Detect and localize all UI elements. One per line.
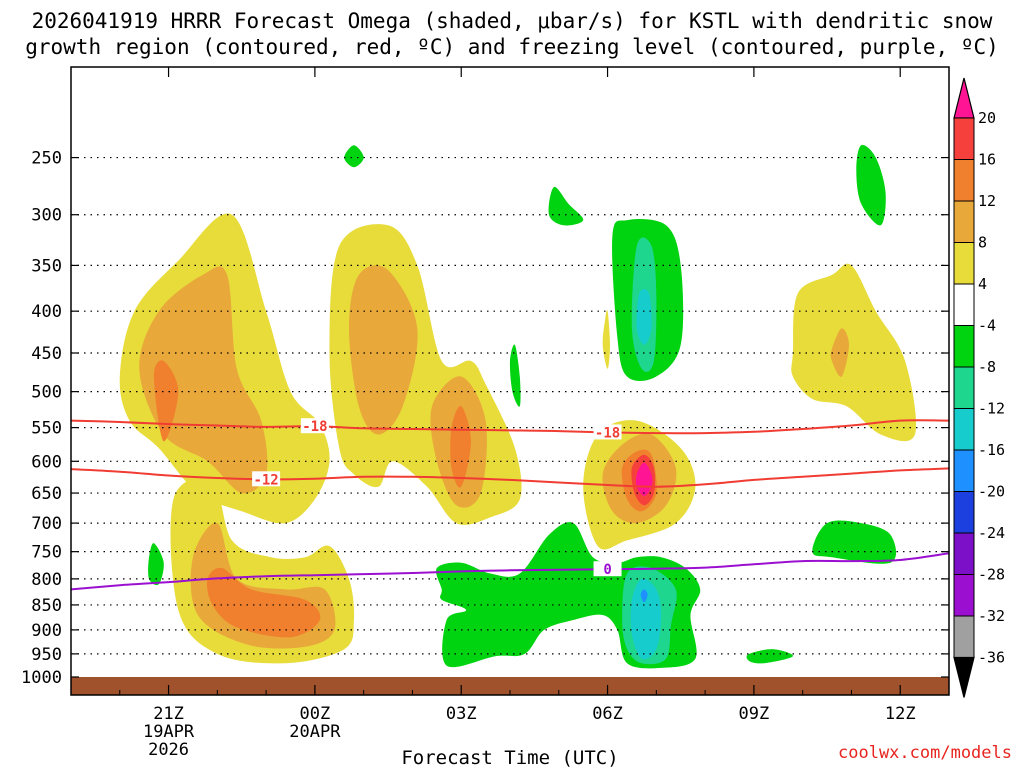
- y-tick-label-350: 350: [31, 256, 62, 276]
- colorbar-level-label: -4: [978, 317, 996, 335]
- y-tick-label-500: 500: [31, 383, 62, 403]
- contour-label--18C: -18: [595, 425, 620, 441]
- omega-region-center: [450, 406, 471, 488]
- colorbar-swatch: [953, 242, 975, 285]
- y-tick-label-550: 550: [31, 419, 62, 439]
- x-tick-label-00Z: 00Z: [300, 704, 331, 724]
- y-tick-label-850: 850: [31, 596, 62, 616]
- colorbar-level-label: -20: [978, 483, 1005, 501]
- y-tick-label-700: 700: [31, 514, 62, 534]
- y-tick-label-250: 250: [31, 149, 62, 169]
- colorbar-swatch: [953, 117, 975, 160]
- ground-surface-bar: [71, 677, 949, 695]
- colorbar-level-label: 8: [978, 234, 987, 252]
- contour-label-bg: [593, 424, 622, 440]
- contour-label-freezing-level-0C: 0: [603, 562, 611, 578]
- y-tick-label-600: 600: [31, 452, 62, 472]
- omega-region-lower-left: [207, 567, 321, 638]
- colorbar: 20 16 12 8 4 -4 -8 -12 -16 -20 -24 -28 -32 -36: [953, 77, 1005, 698]
- y-tick-label-300: 300: [31, 206, 62, 226]
- x-tick-label-03Z: 03Z: [446, 704, 477, 724]
- x-tick-label-12Z: 12Z: [885, 704, 916, 724]
- x-tick-date-21Z: 19APR: [143, 722, 195, 742]
- colorbar-swatch: [953, 366, 975, 409]
- contour-label-bg: [252, 471, 281, 487]
- colorbar-level-label: 12: [978, 192, 996, 210]
- y-tick-label-1000: 1000: [21, 668, 62, 688]
- omega-region-green: [548, 186, 584, 226]
- x-tick-label-21Z: 21Z: [153, 704, 184, 724]
- omega-shaded-fields: [119, 144, 917, 669]
- omega-region-green: [630, 578, 662, 660]
- colorbar-swatch: [953, 532, 975, 575]
- colorbar-level-label: -24: [978, 524, 1005, 542]
- y-tick-label-800: 800: [31, 570, 62, 590]
- colorbar-swatch: [953, 325, 975, 368]
- x-tick-year-21Z: 2026: [148, 740, 189, 760]
- y-tick-label-450: 450: [31, 344, 62, 364]
- colorbar-upper-arrow: [953, 77, 975, 119]
- colorbar-swatch: [953, 408, 975, 451]
- colorbar-level-label: -36: [978, 649, 1005, 667]
- contour--18C: [71, 419, 949, 435]
- contour-freezing-level-0C: [71, 552, 949, 591]
- omega-region-upper-left: [139, 266, 268, 494]
- x-tick-label-06Z: 06Z: [592, 704, 623, 724]
- temperature-contours: -18 -18 -12 0: [71, 418, 949, 591]
- y-tick-label-400: 400: [31, 302, 62, 322]
- contour--12C: [71, 467, 949, 488]
- omega-region-green: [344, 145, 364, 168]
- colorbar-swatch: [953, 449, 975, 492]
- contour-label-bg: [300, 418, 329, 434]
- colorbar-swatch: [953, 574, 975, 617]
- colorbar-swatch: [953, 615, 975, 658]
- y-tick-label-950: 950: [31, 645, 62, 665]
- omega-region-green: [856, 144, 886, 226]
- chart-title-line-1: 2026041919 HRRR Forecast Omega (shaded, …: [31, 9, 993, 33]
- colorbar-lower-arrow: [953, 656, 975, 698]
- omega-region-small: [602, 309, 610, 369]
- y-tick-label-650: 650: [31, 484, 62, 504]
- omega-region-green: [509, 344, 521, 407]
- omega-region-green: [812, 520, 897, 564]
- colorbar-level-label: -16: [978, 441, 1005, 459]
- chart-title: 2026041919 HRRR Forecast Omega (shaded, …: [0, 8, 1024, 60]
- x-tick-date-00Z: 20APR: [289, 722, 341, 742]
- colorbar-level-label: -32: [978, 607, 1005, 625]
- contour-label-bg: [593, 561, 622, 577]
- colorbar-level-label: -12: [978, 400, 1005, 418]
- contour-label--18C: -18: [302, 419, 327, 435]
- y-tick-label-900: 900: [31, 621, 62, 641]
- x-tick-label-09Z: 09Z: [739, 704, 770, 724]
- colorbar-level-label: 16: [978, 151, 996, 169]
- omega-region-far-right: [791, 263, 917, 442]
- y-tick-label-750: 750: [31, 543, 62, 563]
- colorbar-level-label: 20: [978, 109, 996, 127]
- x-axis-title: Forecast Time (UTC): [401, 747, 618, 768]
- credit-text: coolwx.com/models: [838, 743, 1012, 763]
- colorbar-swatch: [953, 283, 975, 326]
- omega-region-far-right: [830, 328, 849, 377]
- colorbar-level-label: -28: [978, 566, 1005, 584]
- omega-region-center: [349, 265, 418, 435]
- colorbar-swatch: [953, 491, 975, 534]
- omega-region-green: [148, 543, 164, 586]
- y-axis: 250 300 350 400 450 500 550 600 650 700 750 800 850 9…: [21, 149, 949, 688]
- chart-title-line-2: growth region (contoured, red, ºC) and f…: [25, 35, 999, 59]
- omega-region-green: [640, 589, 648, 603]
- colorbar-level-label: -8: [978, 358, 996, 376]
- colorbar-swatch: [953, 200, 975, 243]
- colorbar-level-label: 4: [978, 275, 987, 293]
- colorbar-swatch: [953, 159, 975, 202]
- omega-region-green: [746, 649, 794, 664]
- omega-region-green: [636, 289, 652, 345]
- omega-region-upper-left: [153, 360, 179, 442]
- contour-label--12C: -12: [253, 472, 278, 488]
